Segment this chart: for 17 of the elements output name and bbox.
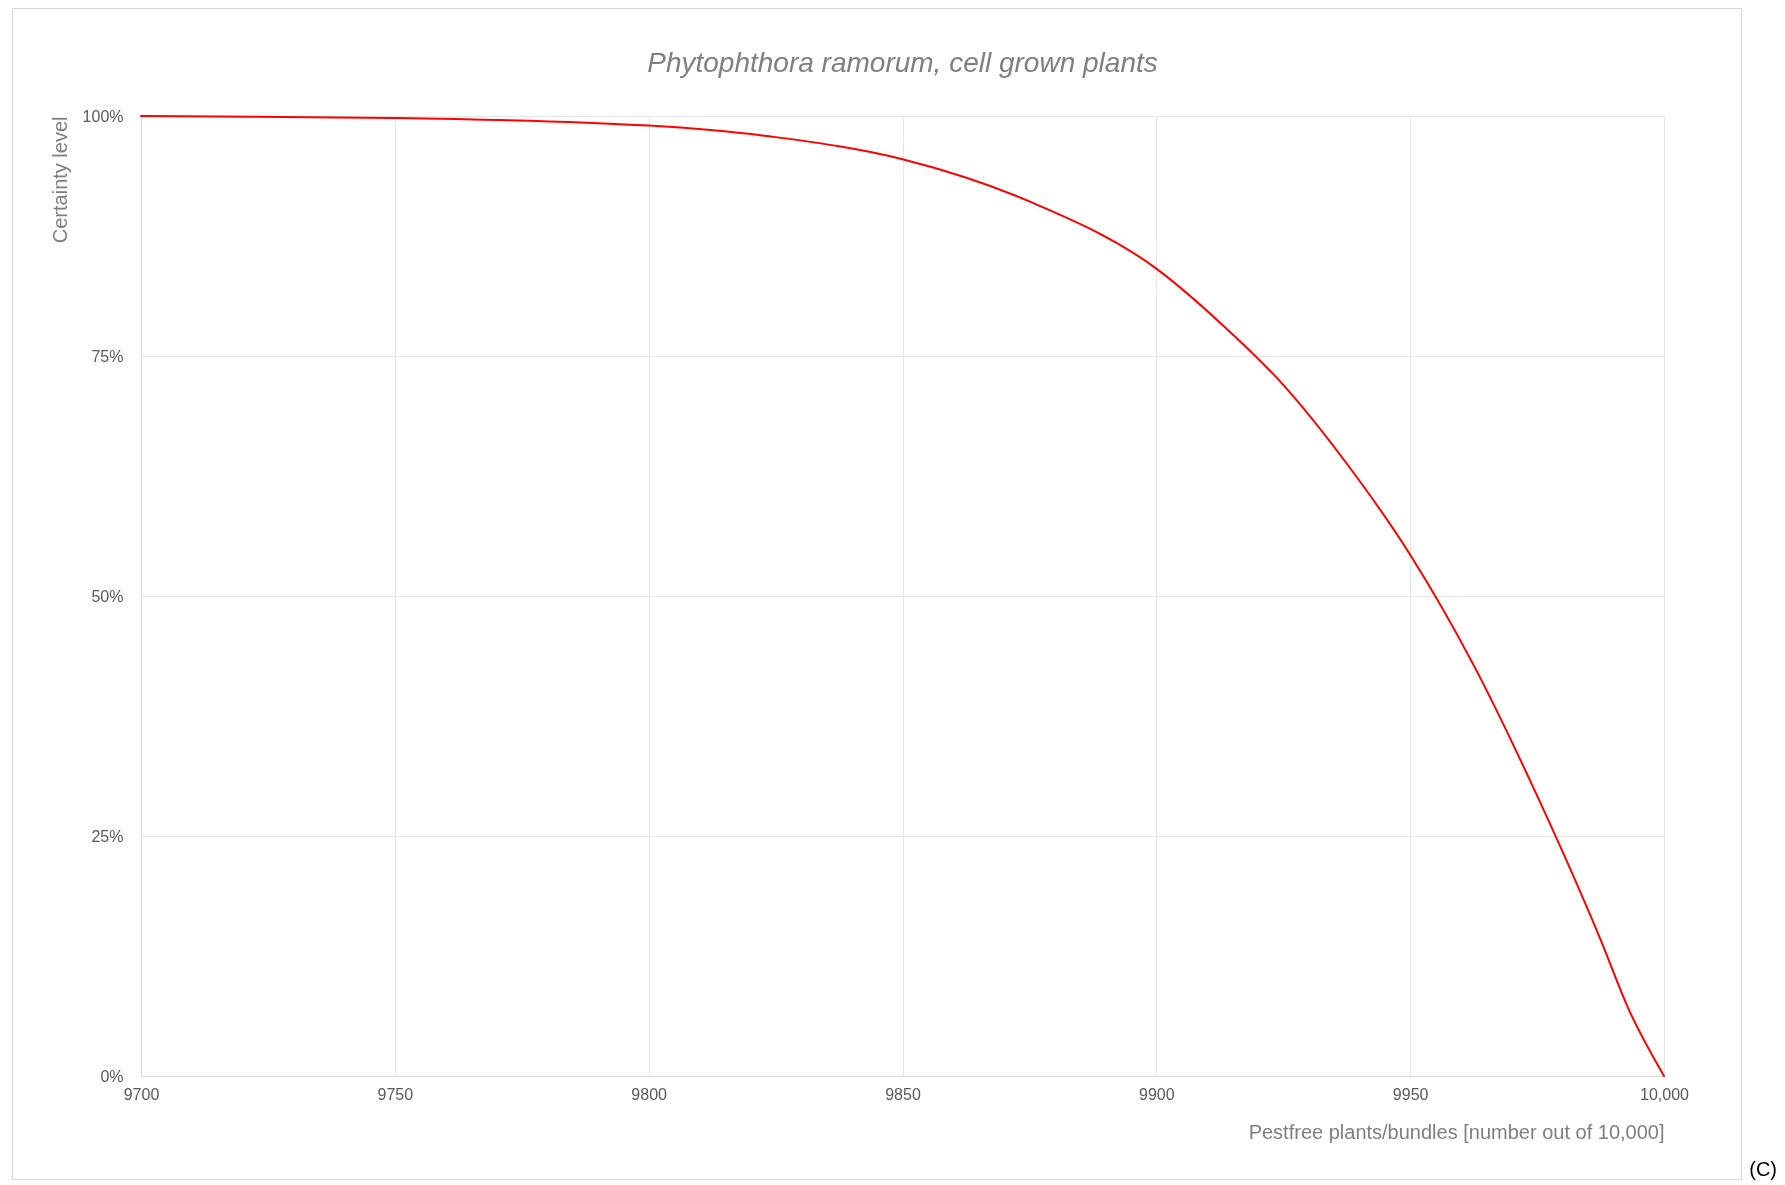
- y-tick-label: 75%: [91, 347, 124, 365]
- line-series: [140, 115, 1665, 1077]
- x-tick-label: 9900: [1139, 1085, 1175, 1103]
- x-tick-label: 9950: [1392, 1085, 1429, 1103]
- x-tick-label: 9800: [631, 1085, 668, 1103]
- y-tick-label: 0%: [100, 1067, 124, 1085]
- x-axis-title: Pestfree plants/bundles [number out of 10,000]: [1248, 1120, 1665, 1143]
- x-tick-label: 10,000: [1640, 1085, 1690, 1103]
- x-tick-label: 9700: [123, 1085, 160, 1103]
- chart-title: Phytophthora ramorum, cell grown plants: [647, 47, 1158, 78]
- x-tick-label: 9850: [885, 1085, 921, 1103]
- x-tick-label: 9750: [377, 1085, 414, 1103]
- text: (C): [1749, 1158, 1777, 1181]
- y-tick-label: 25%: [91, 827, 124, 845]
- y-tick-label: 100%: [82, 107, 124, 125]
- y-tick-label: 50%: [91, 587, 124, 605]
- y-axis-title: Certainty level: [48, 116, 71, 244]
